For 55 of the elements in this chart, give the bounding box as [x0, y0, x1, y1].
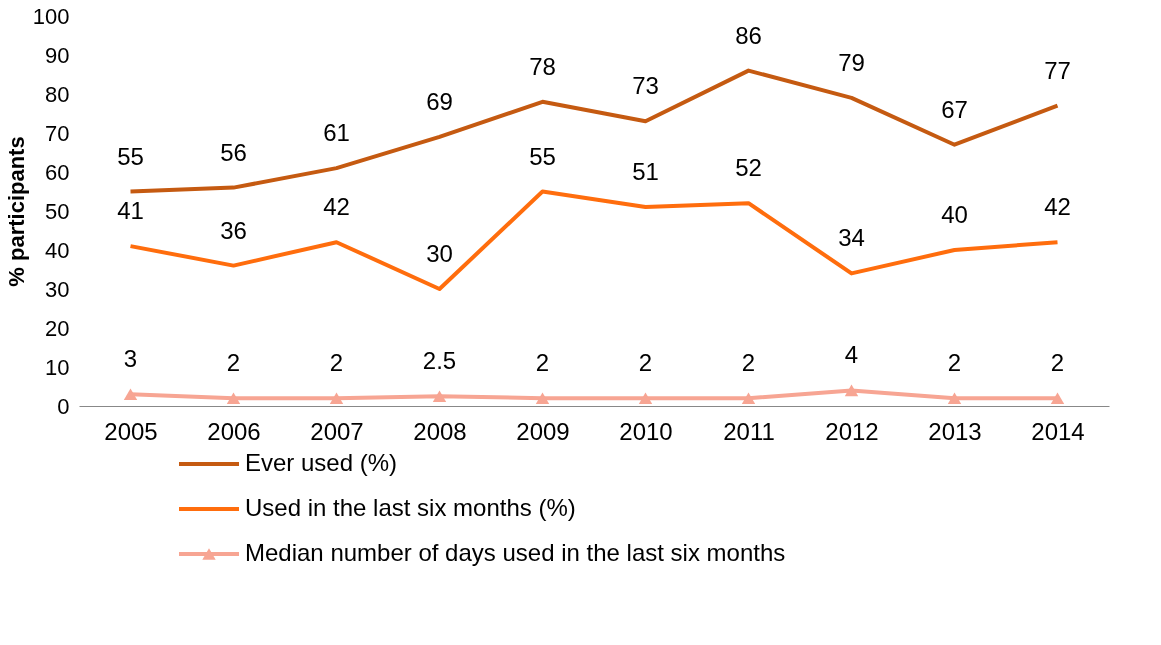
data-label: 4 — [844, 341, 859, 369]
y-tick-label: 80 — [45, 81, 70, 107]
x-tick-label: 2012 — [825, 417, 879, 445]
data-label: 2 — [1050, 349, 1065, 377]
y-tick-label: 0 — [57, 393, 70, 419]
x-tick-label: 2011 — [723, 417, 775, 445]
y-tick-label: 60 — [45, 159, 70, 185]
x-tick-label: 2006 — [207, 417, 261, 445]
data-label: 67 — [941, 95, 968, 123]
data-label: 55 — [529, 142, 556, 170]
data-label: 86 — [735, 21, 762, 49]
data-label: 2 — [947, 349, 962, 377]
data-label: 55 — [117, 142, 144, 170]
data-label: 73 — [632, 72, 659, 100]
x-tick-label: 2009 — [516, 417, 570, 445]
x-tick-label: 2013 — [928, 417, 982, 445]
data-label: 34 — [838, 224, 865, 252]
data-label: 69 — [426, 87, 453, 115]
legend-label: Used in the last six months (%) — [245, 494, 576, 521]
data-label: 42 — [1044, 193, 1071, 221]
data-label: 77 — [1044, 56, 1071, 84]
y-tick-label: 30 — [45, 276, 70, 302]
x-tick-label: 2005 — [104, 417, 158, 445]
y-tick-label: 70 — [45, 120, 70, 146]
data-label: 56 — [220, 138, 247, 166]
data-label: 2 — [226, 349, 241, 377]
y-tick-label: 20 — [45, 315, 70, 341]
legend-label: Median number of days used in the last six months — [245, 539, 786, 566]
data-label: 2 — [741, 349, 756, 377]
data-label: 3 — [123, 345, 138, 373]
y-tick-label: 10 — [45, 354, 70, 380]
data-label: 30 — [426, 240, 453, 267]
data-label: 2.5 — [422, 347, 457, 375]
y-axis-title: % participants — [3, 136, 29, 287]
data-label: 78 — [529, 52, 556, 80]
y-tick-label: 50 — [45, 198, 70, 224]
legend-label: Ever used (%) — [245, 449, 398, 476]
y-tick-label: 90 — [45, 42, 70, 68]
y-tick-label: 40 — [45, 237, 70, 263]
data-label: 41 — [117, 197, 144, 225]
data-label: 40 — [941, 201, 968, 228]
data-label: 61 — [323, 119, 350, 147]
x-tick-label: 2014 — [1031, 417, 1085, 445]
x-tick-label: 2007 — [310, 417, 364, 445]
data-label: 2 — [638, 349, 653, 377]
y-tick-label: 100 — [32, 3, 70, 29]
data-label: 42 — [323, 193, 350, 221]
x-tick-label: 2008 — [413, 417, 467, 445]
data-label: 2 — [329, 349, 344, 377]
x-tick-label: 2010 — [619, 417, 673, 445]
data-label: 52 — [735, 154, 762, 182]
data-label: 51 — [632, 158, 659, 186]
data-label: 36 — [220, 216, 247, 244]
data-label: 2 — [535, 349, 550, 377]
data-label: 79 — [838, 48, 865, 76]
